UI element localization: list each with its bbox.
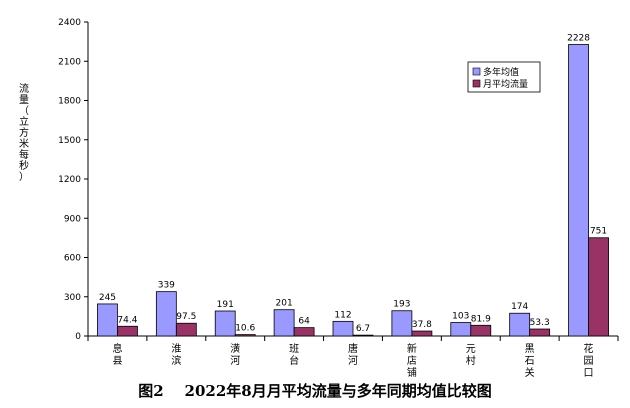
data-label: 339 (158, 281, 175, 291)
bar (214, 310, 236, 337)
data-label: 37.8 (412, 320, 432, 330)
data-label: 74.4 (117, 315, 137, 325)
category-labels: 息县 淮滨 潢河 班台 唐河 新店铺 元村 黑石关 花园口 (112, 342, 593, 379)
y-tick-label: 1500 (58, 136, 81, 146)
data-label: 97.5 (176, 312, 196, 322)
data-label: 53.3 (530, 318, 550, 328)
data-label: 64 (298, 317, 310, 327)
y-axis-title: 流量（立方米每秒） (19, 82, 29, 183)
data-label: 245 (99, 293, 116, 303)
data-label: 81.9 (471, 314, 491, 324)
y-tick-label: 2100 (58, 57, 81, 67)
bar (411, 330, 433, 337)
category-label: 黑石关 (525, 343, 535, 379)
bar (273, 309, 295, 337)
bar (117, 325, 138, 337)
data-label: 2228 (567, 34, 590, 44)
bar (529, 328, 551, 337)
legend-swatch (472, 79, 481, 88)
bar (332, 320, 354, 337)
category-label: 班台 (289, 343, 299, 367)
data-label: 193 (393, 300, 410, 310)
bar (568, 44, 589, 337)
bars (97, 44, 609, 337)
data-label: 751 (590, 227, 607, 237)
data-label: 191 (217, 300, 234, 310)
data-label: 174 (511, 302, 528, 312)
y-tick-label: 1800 (58, 97, 81, 107)
y-tick-label: 300 (64, 293, 81, 303)
y-tick-label: 1200 (58, 175, 81, 185)
figure-caption: 图2 2022年8月月平均流量与多年同期均值比较图 (138, 382, 492, 400)
category-label: 花园口 (584, 342, 594, 379)
bar (234, 334, 256, 337)
data-label: 201 (276, 299, 293, 309)
data-label: 112 (334, 310, 351, 320)
bar (450, 322, 472, 337)
data-label: 10.6 (235, 324, 255, 334)
category-label: 元村 (466, 344, 476, 367)
legend-label: 多年均值 (483, 66, 519, 78)
category-label: 息县 (112, 342, 122, 367)
bar (509, 312, 531, 337)
chart: 0 300 600 900 1200 1500 1800 2100 2400 245 74.4 33… (19, 18, 619, 379)
category-label: 新店铺 (407, 342, 417, 379)
y-tick-label: 0 (75, 332, 81, 342)
data-label: 6.7 (356, 324, 370, 334)
bar (352, 334, 374, 337)
bar (588, 237, 609, 337)
bar (175, 322, 197, 337)
y-tick-label: 600 (64, 254, 81, 264)
legend-swatch (472, 67, 481, 76)
category-label: 淮滨 (171, 343, 181, 367)
y-tick-label: 900 (64, 214, 81, 224)
data-label: 103 (452, 312, 469, 322)
y-axis-label: 流量（立方米每秒） (19, 82, 29, 183)
legend-label: 月平均流量 (483, 78, 528, 90)
category-label: 唐河 (348, 342, 358, 367)
y-tick-label: 2400 (58, 18, 81, 28)
bar (155, 291, 177, 337)
bar (97, 303, 118, 337)
bar (470, 324, 492, 337)
bar (293, 327, 315, 337)
bar (391, 310, 413, 337)
category-label: 潢河 (230, 342, 240, 367)
y-ticks: 0 300 600 900 1200 1500 1800 2100 2400 (58, 18, 88, 342)
